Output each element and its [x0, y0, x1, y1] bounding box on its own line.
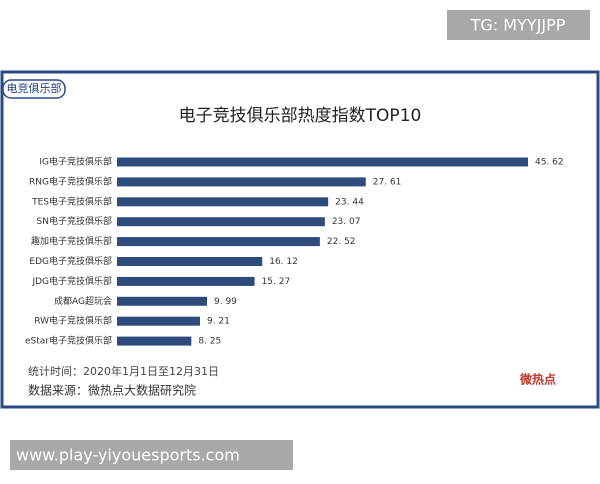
category-label: RW电子竞技俱乐部: [34, 315, 112, 327]
source: 数据来源：微热点大数据研究院: [28, 383, 196, 398]
url: www.play-yiyouesports.com: [16, 446, 240, 465]
bar: [117, 157, 528, 167]
value-label: 9. 99: [214, 297, 237, 307]
category-label: JDG电子竞技俱乐部: [31, 275, 112, 287]
value-label: 9. 21: [207, 317, 230, 327]
category-label: SN电子竞技俱乐部: [37, 215, 112, 227]
badge-box: [2, 79, 66, 99]
category-label: 趣加电子竞技俱乐部: [31, 235, 112, 247]
category-label: RNG电子竞技俱乐部: [29, 175, 112, 187]
value-label: 16. 12: [269, 257, 298, 267]
bar: [117, 276, 255, 286]
bar: [117, 336, 192, 346]
value-label: 23. 07: [332, 217, 361, 227]
tag-box: [447, 10, 590, 40]
value-label: 15. 27: [262, 277, 291, 287]
bar: [117, 296, 208, 306]
category-label: TES电子竞技俱乐部: [31, 195, 112, 207]
category-label: 成都AG超玩会: [54, 295, 112, 307]
value-label: 27. 61: [373, 177, 402, 187]
watermark: 微热点: [519, 372, 556, 387]
url-box: [10, 440, 293, 470]
category-label: eStar电子竞技俱乐部: [25, 335, 112, 347]
tag: TG: MYYJJPP: [470, 16, 566, 35]
category-label: IG电子竞技俱乐部: [39, 156, 112, 168]
bar: [117, 217, 325, 227]
bar: [117, 177, 366, 187]
bar: [117, 257, 263, 266]
value-label: 45. 62: [535, 158, 564, 168]
value-label: 8. 25: [198, 337, 221, 347]
badge: 电竞俱乐部: [7, 81, 62, 95]
bar: [117, 237, 320, 247]
bar: [117, 197, 329, 207]
category-label: EDG电子竞技俱乐部: [29, 255, 112, 267]
chart-title: 电子竞技俱乐部热度指数TOP10: [179, 106, 422, 126]
plot: IG电子竞技俱乐部 45. 62 RNG电子竞技俱乐部 27. 61 TES电子竞技俱乐…: [25, 156, 564, 347]
value-label: 22. 52: [327, 237, 356, 247]
period: 统计时间：2020年1月1日至12月31日: [28, 364, 219, 378]
value-label: 23. 44: [335, 197, 364, 207]
bar: [117, 316, 200, 326]
